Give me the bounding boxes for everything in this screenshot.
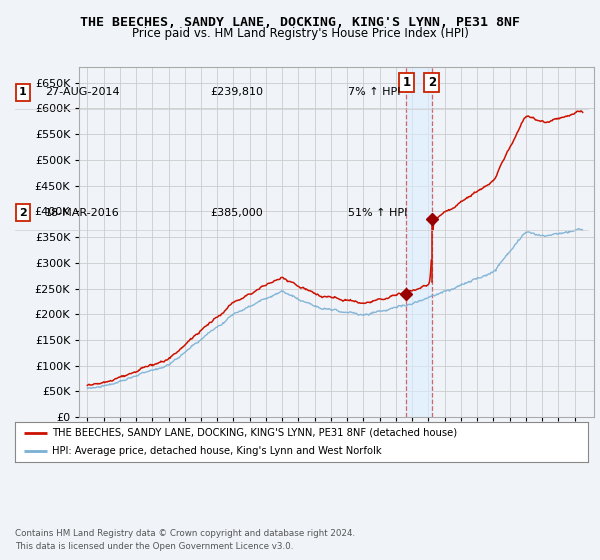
Text: 51% ↑ HPI: 51% ↑ HPI: [348, 208, 407, 218]
Text: 2: 2: [428, 76, 436, 89]
Text: THE BEECHES, SANDY LANE, DOCKING, KING'S LYNN, PE31 8NF: THE BEECHES, SANDY LANE, DOCKING, KING'S…: [80, 16, 520, 29]
Text: 27-AUG-2014: 27-AUG-2014: [45, 87, 119, 97]
Text: £239,810: £239,810: [210, 87, 263, 97]
Text: 1: 1: [403, 76, 410, 89]
Text: 18-MAR-2016: 18-MAR-2016: [45, 208, 120, 218]
Text: HPI: Average price, detached house, King's Lynn and West Norfolk: HPI: Average price, detached house, King…: [52, 446, 382, 456]
Text: 7% ↑ HPI: 7% ↑ HPI: [348, 87, 401, 97]
Text: £385,000: £385,000: [210, 208, 263, 218]
Text: Contains HM Land Registry data © Crown copyright and database right 2024.
This d: Contains HM Land Registry data © Crown c…: [15, 529, 355, 550]
Bar: [406, 67, 432, 417]
Text: THE BEECHES, SANDY LANE, DOCKING, KING'S LYNN, PE31 8NF (detached house): THE BEECHES, SANDY LANE, DOCKING, KING'S…: [52, 428, 457, 437]
Text: 1: 1: [19, 87, 26, 97]
Text: 2: 2: [19, 208, 26, 218]
Text: Price paid vs. HM Land Registry's House Price Index (HPI): Price paid vs. HM Land Registry's House …: [131, 27, 469, 40]
